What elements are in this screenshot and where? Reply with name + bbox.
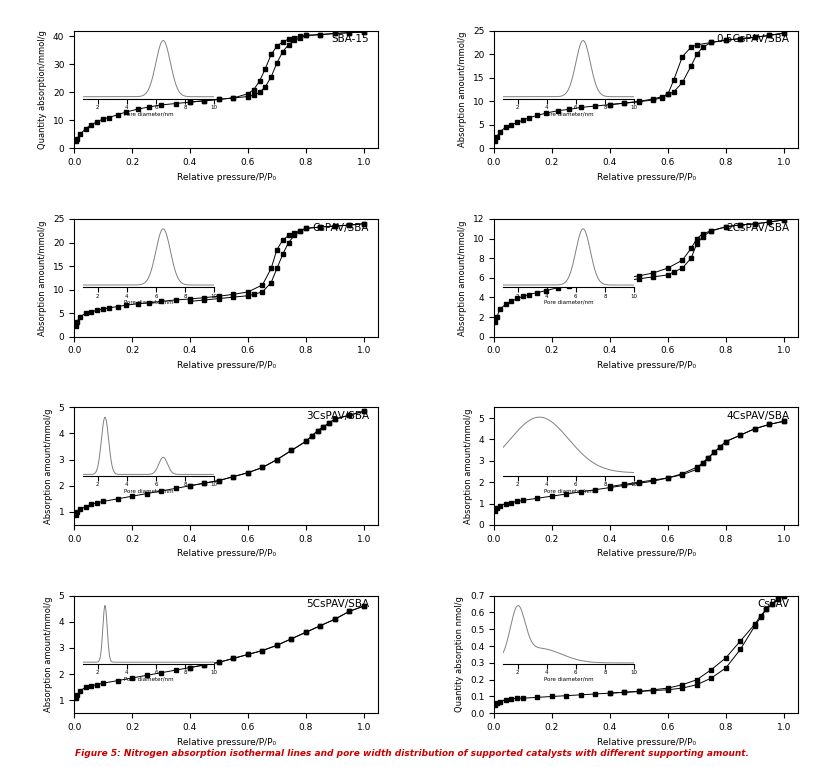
Text: CsPAV: CsPAV [757, 599, 789, 609]
X-axis label: Relative pressure/P/P₀: Relative pressure/P/P₀ [177, 173, 276, 182]
Text: SBA-15: SBA-15 [332, 35, 370, 44]
Text: 5CsPAV/SBA: 5CsPAV/SBA [306, 599, 370, 609]
Y-axis label: Absorption amount/mmol/g: Absorption amount/mmol/g [44, 597, 53, 713]
X-axis label: Relative pressure/P/P₀: Relative pressure/P/P₀ [597, 549, 695, 558]
X-axis label: Relative pressure/P/P₀: Relative pressure/P/P₀ [177, 738, 276, 746]
Y-axis label: Absorption amount/mmol/g: Absorption amount/mmol/g [458, 220, 467, 336]
Text: CsPAV/SBA: CsPAV/SBA [313, 222, 370, 232]
Y-axis label: Quantity absorption/mmol/g: Quantity absorption/mmol/g [39, 30, 47, 149]
Y-axis label: Absorption amount/mmol/g: Absorption amount/mmol/g [44, 408, 53, 524]
Y-axis label: Absorption amount/mmol/g: Absorption amount/mmol/g [39, 220, 47, 336]
Text: Figure 5: Nitrogen absorption isothermal lines and pore width distribution of su: Figure 5: Nitrogen absorption isothermal… [75, 749, 748, 758]
X-axis label: Relative pressure/P/P₀: Relative pressure/P/P₀ [597, 173, 695, 182]
Y-axis label: Quantity absorption nmol/g: Quantity absorption nmol/g [455, 597, 464, 713]
X-axis label: Relative pressure/P/P₀: Relative pressure/P/P₀ [177, 361, 276, 370]
X-axis label: Relative pressure/P/P₀: Relative pressure/P/P₀ [597, 361, 695, 370]
Y-axis label: Absorption amount/mmol/g: Absorption amount/mmol/g [464, 408, 473, 524]
Text: 2CsPAV/SBA: 2CsPAV/SBA [726, 222, 789, 232]
Text: 0.5CsPAV/SBA: 0.5CsPAV/SBA [716, 35, 789, 44]
Text: 3CsPAV/SBA: 3CsPAV/SBA [306, 411, 370, 421]
X-axis label: Relative pressure/P/P₀: Relative pressure/P/P₀ [177, 549, 276, 558]
Text: 4CsPAV/SBA: 4CsPAV/SBA [726, 411, 789, 421]
Y-axis label: Absorption amount/mmol/g: Absorption amount/mmol/g [458, 31, 467, 147]
X-axis label: Relative pressure/P/P₀: Relative pressure/P/P₀ [597, 738, 695, 746]
